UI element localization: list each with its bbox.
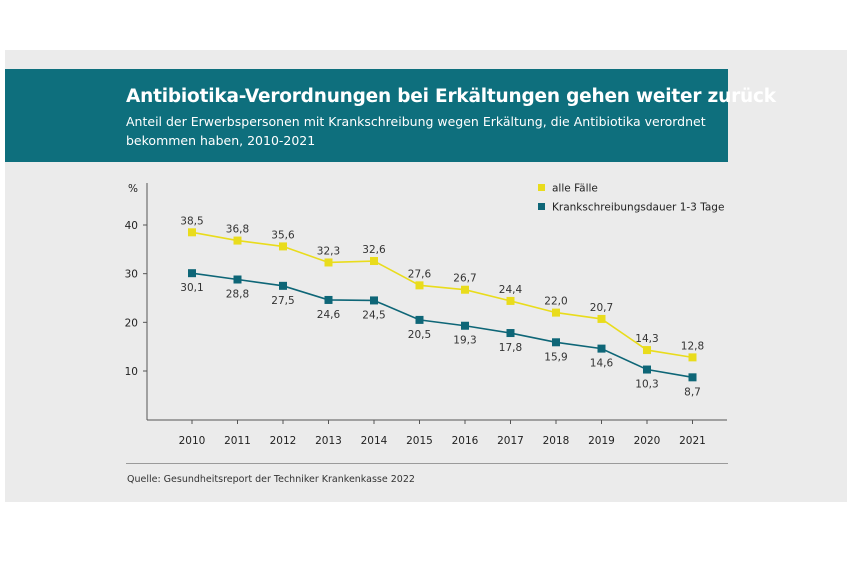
data-label: 26,7 xyxy=(453,273,476,285)
data-point xyxy=(188,228,196,237)
data-point xyxy=(461,285,469,294)
legend-swatch xyxy=(538,184,545,191)
data-label: 12,8 xyxy=(681,340,704,352)
x-tick-label: 2012 xyxy=(270,435,297,447)
data-label: 38,5 xyxy=(180,215,203,227)
x-tick-label: 2020 xyxy=(634,435,661,447)
x-tick-label: 2014 xyxy=(361,435,388,447)
x-tick-label: 2013 xyxy=(315,435,342,447)
data-point xyxy=(597,314,606,323)
series-alle-faelle: 38,5 36,8 35,6 32,3 32,6 27,6 26,7 24,4 22,0 20,7… xyxy=(180,215,704,362)
source-note: Quelle: Gesundheitsreport der Techniker … xyxy=(127,474,415,485)
series-line xyxy=(191,231,693,359)
chart-title: Antibiotika-Verordnungen bei Erkältungen… xyxy=(126,86,776,107)
y-axis-unit: % xyxy=(128,183,138,195)
data-label: 14,3 xyxy=(635,333,658,345)
y-tick-label: 30 xyxy=(125,269,138,281)
legend-swatch xyxy=(538,203,545,210)
data-label: 19,3 xyxy=(453,335,476,347)
chart-axes: % 10 20 30 40 2010 2011 2012 2013 2014 2015 2016 201… xyxy=(125,183,727,447)
series-krankschreibung-1-3-tage: 30,1 28,8 27,5 24,6 24,5 20,5 19,3 17,8 15,9 14,6… xyxy=(180,269,701,398)
x-tick-label: 2021 xyxy=(679,435,706,447)
data-point xyxy=(552,308,560,317)
data-point xyxy=(279,242,287,251)
data-point xyxy=(279,281,287,290)
data-label: 24,4 xyxy=(499,284,523,296)
title-banner: Antibiotika-Verordnungen bei Erkältungen… xyxy=(5,69,776,162)
data-label: 24,5 xyxy=(362,309,385,321)
data-point xyxy=(415,315,424,324)
data-point xyxy=(506,329,515,338)
data-label: 36,8 xyxy=(226,224,249,236)
data-point xyxy=(233,236,242,245)
data-label: 27,6 xyxy=(408,268,432,280)
data-point xyxy=(597,344,606,353)
data-point xyxy=(552,338,560,347)
chart-subtitle: Anteil der Erwerbspersonen mit Krankschr… xyxy=(126,114,706,148)
data-point xyxy=(415,281,424,290)
data-point xyxy=(370,296,378,305)
data-label: 24,6 xyxy=(317,309,341,321)
data-point xyxy=(324,295,333,304)
data-label: 32,6 xyxy=(362,244,386,256)
data-label: 20,5 xyxy=(408,329,431,341)
x-tick-label: 2011 xyxy=(224,435,251,447)
legend-label: Krankschreibungsdauer 1-3 Tage xyxy=(552,202,724,214)
data-point xyxy=(688,373,697,382)
data-label: 20,7 xyxy=(590,302,613,314)
y-tick-label: 40 xyxy=(125,220,138,232)
x-tick-label: 2010 xyxy=(179,435,206,447)
x-tick-label: 2018 xyxy=(543,435,570,447)
data-label: 15,9 xyxy=(544,351,567,363)
data-label: 30,1 xyxy=(180,282,203,294)
source-divider xyxy=(126,463,728,464)
y-tick-label: 20 xyxy=(125,317,138,329)
y-tick-label: 10 xyxy=(125,366,138,378)
data-point xyxy=(324,258,333,267)
data-point xyxy=(233,275,242,284)
x-tick-label: 2016 xyxy=(452,435,479,447)
x-tick-label: 2017 xyxy=(497,435,524,447)
series-line xyxy=(191,272,693,379)
data-point xyxy=(461,321,469,330)
x-tick-label: 2019 xyxy=(588,435,615,447)
data-point xyxy=(506,296,515,305)
data-point xyxy=(643,365,651,374)
data-label: 35,6 xyxy=(271,229,295,241)
data-point xyxy=(643,346,651,355)
legend-label: alle Fälle xyxy=(552,183,598,195)
data-label: 28,8 xyxy=(226,289,249,301)
data-point xyxy=(370,257,378,266)
data-label: 22,0 xyxy=(544,296,567,308)
data-label: 8,7 xyxy=(684,386,701,398)
data-point xyxy=(188,269,196,278)
chart-legend: alle Fälle Krankschreibungsdauer 1-3 Tage xyxy=(538,183,724,214)
data-label: 14,6 xyxy=(590,358,614,370)
data-point xyxy=(688,353,697,362)
data-label: 32,3 xyxy=(317,245,340,257)
data-label: 10,3 xyxy=(635,379,658,391)
x-tick-label: 2015 xyxy=(406,435,433,447)
chart-series: 38,5 36,8 35,6 32,3 32,6 27,6 26,7 24,4 22,0 20,7… xyxy=(180,215,704,398)
data-label: 17,8 xyxy=(499,342,522,354)
data-label: 27,5 xyxy=(271,295,294,307)
